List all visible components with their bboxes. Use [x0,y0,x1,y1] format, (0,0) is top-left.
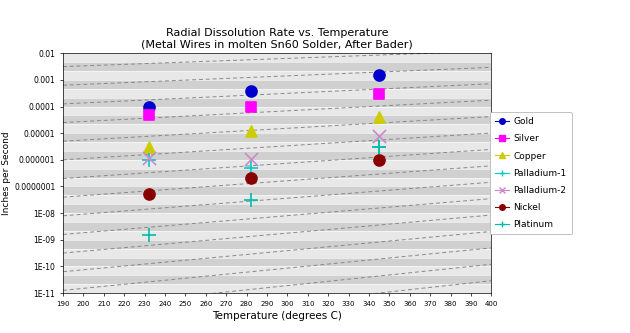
Bar [63,266,491,275]
Point [374,157,384,163]
Title: Radial Dissolution Rate vs. Temperature
(Metal Wires in molten Sn60 Solder, Afte: Radial Dissolution Rate vs. Temperature … [141,28,413,50]
Bar [63,151,491,160]
Point [144,192,154,197]
X-axis label: Temperature (degrees C): Temperature (degrees C) [212,311,342,321]
Bar [63,71,491,80]
Bar [63,80,491,89]
Bar [63,204,491,213]
Bar [63,177,491,186]
Bar [63,62,491,71]
Bar [63,160,491,169]
Bar [63,195,491,204]
Y-axis label: Inches per Second: Inches per Second [3,131,11,215]
Bar [63,116,491,124]
Point [374,115,384,120]
Bar [63,53,491,62]
Bar [63,107,491,116]
Legend: Gold, Silver, Copper, Palladium-1, Palladium-2, Nickel, Platinum: Gold, Silver, Copper, Palladium-1, Palla… [490,112,571,234]
Point [144,155,154,161]
Point [374,91,384,97]
Point [246,165,256,170]
Bar [63,124,491,133]
Point [374,145,384,150]
Bar [63,284,491,293]
Bar [63,222,491,231]
Point [246,88,256,93]
Bar [63,213,491,222]
Bar [63,257,491,266]
Point [246,129,256,134]
Point [246,156,256,162]
Point [144,232,154,238]
Bar [63,240,491,249]
Bar [63,89,491,98]
Bar [63,133,491,142]
Point [374,73,384,78]
Bar [63,249,491,257]
Bar [63,142,491,151]
Point [374,145,384,150]
Point [246,104,256,109]
Point [374,133,384,139]
Point [246,176,256,181]
Bar [63,231,491,240]
Point [144,104,154,109]
Point [144,157,154,163]
Point [144,145,154,150]
Bar [63,98,491,107]
Point [144,112,154,117]
Bar [63,275,491,284]
Point [246,198,256,203]
Bar [63,186,491,195]
Bar [63,169,491,177]
